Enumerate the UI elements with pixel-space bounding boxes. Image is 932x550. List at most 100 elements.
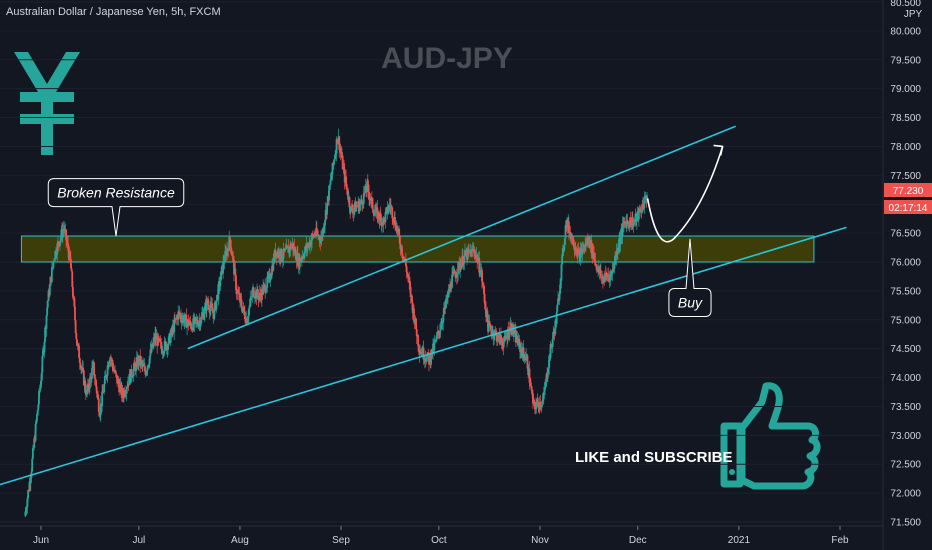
candle-body <box>281 258 284 261</box>
candle-body <box>644 195 647 199</box>
candle-body <box>111 359 114 366</box>
candle-body <box>362 203 364 205</box>
candle-body <box>314 234 317 236</box>
candle-body <box>126 386 129 389</box>
candle-body <box>323 225 326 231</box>
projection-path[interactable] <box>646 146 724 243</box>
candle-body <box>97 398 100 412</box>
candle-body <box>31 448 34 459</box>
candle-body <box>64 228 67 230</box>
candle-body <box>185 314 188 328</box>
candle-body <box>563 238 566 246</box>
candle-body <box>98 411 101 417</box>
candle-body <box>230 247 233 251</box>
candle-body <box>334 153 337 155</box>
broken-resistance-callout[interactable]: Broken Resistance <box>47 178 185 237</box>
candle-body <box>331 163 334 175</box>
candle-body <box>69 251 72 260</box>
candle-body <box>45 315 48 330</box>
candle-body <box>193 317 196 325</box>
price-tick-label: 75.500 <box>890 286 921 297</box>
candle-body <box>551 338 554 347</box>
candle-body <box>139 360 142 365</box>
chart-title: AUD-JPY <box>381 42 513 75</box>
callout-bubble <box>47 178 185 237</box>
candle-body <box>489 325 492 331</box>
candlestick-series <box>24 128 648 518</box>
candle-body <box>231 250 233 256</box>
last-price-value: 77.230 <box>893 186 924 197</box>
grid <box>0 1 883 523</box>
candle-body <box>188 324 191 326</box>
candle-body <box>489 324 491 326</box>
candle-body <box>114 370 117 374</box>
candle-body <box>591 244 594 259</box>
candle-body <box>338 136 341 150</box>
candle-body <box>398 235 401 244</box>
candle-body <box>65 229 68 241</box>
candle-body <box>46 307 49 316</box>
channel-lower-line[interactable] <box>0 226 847 499</box>
candle-body <box>616 250 619 255</box>
candle-body <box>558 293 561 301</box>
candle-body <box>623 221 625 225</box>
time-tick-label: Feb <box>831 535 849 546</box>
candle-body <box>560 264 563 281</box>
candle-body <box>118 385 121 393</box>
candle-body <box>476 261 479 263</box>
trend-lines-layer <box>0 125 847 499</box>
candle-body <box>184 314 186 321</box>
candle-body <box>408 278 411 283</box>
time-axis[interactable]: Jun Jul Aug Sep Oct Nov Dec 2021 Feb <box>33 526 849 546</box>
candle-body <box>367 184 370 193</box>
callout-text: Buy <box>678 294 703 310</box>
candle-body <box>366 181 369 192</box>
candle-body <box>642 204 644 209</box>
candle-body <box>356 206 359 208</box>
candle-body <box>324 220 326 226</box>
candle-body <box>368 192 371 199</box>
candle-body <box>343 166 345 169</box>
candle-body <box>453 270 456 275</box>
candle-body <box>377 211 380 219</box>
candle-body <box>379 213 381 221</box>
candle-body <box>241 306 244 312</box>
candle-body <box>535 404 538 410</box>
candle-body <box>117 379 120 385</box>
channel-upper-line[interactable] <box>187 125 736 350</box>
time-tick-label: Sep <box>332 535 350 546</box>
candle-body <box>156 335 159 346</box>
candle-body <box>523 353 525 360</box>
candle-body <box>548 355 551 368</box>
price-axis[interactable]: 71.500 72.000 72.500 73.000 73.500 74.000 74.5… <box>890 0 921 529</box>
candle-body <box>74 320 77 333</box>
resistance-zone[interactable] <box>20 235 815 263</box>
candle-body <box>173 319 176 333</box>
candle-body <box>265 287 268 292</box>
time-tick-label: Aug <box>231 535 249 546</box>
candle-body <box>454 274 457 278</box>
candle-body <box>544 379 547 388</box>
candle-body <box>439 329 442 331</box>
candle-body <box>36 414 38 422</box>
candle-body <box>206 299 209 304</box>
candle-body <box>146 365 149 371</box>
candle-body <box>91 368 93 379</box>
candle-body <box>106 365 109 376</box>
candle-body <box>183 320 186 324</box>
candle-body <box>79 362 82 368</box>
candle-body <box>629 217 632 227</box>
candle-body <box>330 174 333 179</box>
candle-body <box>93 375 96 379</box>
candle-body <box>481 281 484 285</box>
candle-body <box>131 377 133 379</box>
buy-callout[interactable]: Buy <box>668 238 712 317</box>
candle-body <box>333 158 336 161</box>
candle-body <box>539 401 542 407</box>
candle-body <box>57 241 60 245</box>
candle-body <box>164 340 167 343</box>
candle-body <box>31 458 34 472</box>
candle-body <box>256 289 259 296</box>
candle-body <box>51 266 54 268</box>
